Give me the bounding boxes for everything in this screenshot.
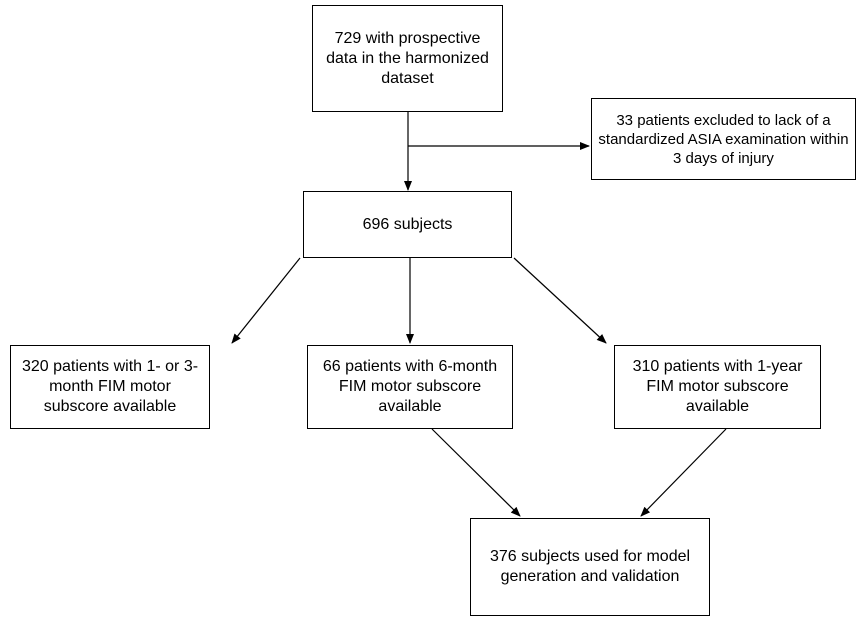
box-one-three-month-text: 320 patients with 1- or 3-month FIM moto… [21,358,199,415]
box-start-text: 729 with prospective data in the harmoni… [326,29,489,87]
box-subjects-text: 696 subjects [362,215,453,233]
box-start: 729 with prospective data in the harmoni… [312,5,503,112]
arrow-310-to-376 [640,428,727,517]
box-subjects: 696 subjects [303,191,512,258]
box-final-text: 376 subjects used for model generation a… [489,548,691,585]
box-final: 376 subjects used for model generation a… [470,518,710,616]
box-excluded-text: 33 patients excluded to lack of a standa… [598,111,849,167]
box-one-year: 310 patients with 1-year FIM motor subsc… [614,345,821,429]
box-six-month: 66 patients with 6-month FIM motor subsc… [307,345,513,429]
box-one-year-text: 310 patients with 1-year FIM motor subsc… [632,358,803,415]
box-one-three-month: 320 patients with 1- or 3-month FIM moto… [10,345,210,429]
arrow-66-to-376 [431,428,521,517]
arrow-subjects-to-320 [231,257,301,344]
arrow-subjects-to-310 [513,257,607,344]
box-excluded: 33 patients excluded to lack of a standa… [591,98,856,180]
box-six-month-text: 66 patients with 6-month FIM motor subsc… [322,358,498,415]
